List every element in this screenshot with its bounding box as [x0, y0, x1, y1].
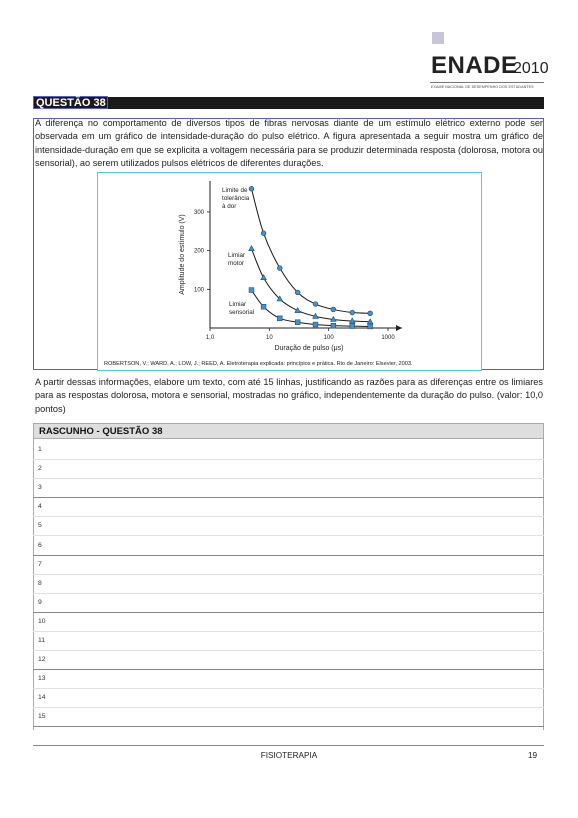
y-tick-label: 200: [194, 249, 205, 255]
y-axis-label: Amplitude do estímulo (V): [179, 214, 186, 295]
page-number: 19: [528, 751, 538, 760]
data-point-circle: [248, 186, 255, 192]
data-point-circle: [349, 309, 355, 316]
pain-threshold-label: tolerância: [222, 195, 250, 202]
draft-line-rule: [33, 516, 544, 518]
data-point-circle: [277, 265, 283, 271]
figure-caption: ROBERTSON, V.; WARD, A.; LOW, J.; REED, …: [104, 361, 413, 367]
footer-divider: [33, 745, 544, 746]
draft-line-rule: [33, 707, 544, 709]
pain-threshold-label: Limite de: [222, 187, 248, 194]
sensory-threshold-label: Limiar: [229, 301, 246, 308]
logo-year: 2010: [513, 60, 549, 77]
draft-line-number: 8: [38, 579, 42, 587]
draft-line-number: 7: [38, 560, 42, 568]
draft-line-number: 13: [38, 675, 46, 683]
footer-course: FISIOTERAPIA: [260, 751, 318, 760]
x-tick-label: 10: [266, 335, 273, 341]
x-tick-label: 1000: [381, 335, 395, 341]
draft-line-number: 3: [38, 484, 42, 492]
data-point-square: [367, 323, 373, 330]
data-point-square: [312, 321, 319, 328]
draft-line-rule: [33, 650, 544, 651]
draft-line-number: 6: [38, 541, 42, 549]
data-point-triangle: [348, 317, 356, 324]
draft-line-number: 2: [38, 465, 42, 473]
draft-area: [33, 423, 544, 730]
draft-line-number: 1: [38, 446, 42, 453]
data-point-triangle: [260, 274, 267, 281]
draft-line-number: 15: [38, 713, 46, 721]
x-axis-label: Duração de pulso (μs): [274, 345, 343, 352]
draft-line-rule: [33, 554, 544, 556]
draft-line-rule: [33, 535, 544, 537]
draft-line-rule: [33, 669, 544, 671]
motor-threshold-label: Limiar: [228, 252, 245, 259]
draft-line-rule: [33, 630, 544, 632]
data-point-circle: [294, 289, 301, 296]
data-point-triangle: [330, 315, 337, 322]
figure-frame: 100 200 300 1,0 10 100 1000 Duração de pulso (μ…: [97, 172, 482, 371]
draft-line-rule: [33, 478, 544, 480]
data-point-triangle: [248, 245, 255, 251]
logo-tagline: EXAME NACIONAL DE DESEMPENHO DOS ESTUDAN…: [431, 85, 534, 89]
draft-line-rule: [33, 726, 544, 728]
strength-duration-chart: 100 200 300 1,0 10 100 1000 Duração de pulso (μ…: [179, 181, 402, 352]
draft-line-number: 10: [38, 617, 46, 625]
data-point-circle: [312, 301, 319, 307]
x-tick-label: 1,0: [206, 335, 215, 341]
draft-line-rule: [33, 611, 544, 613]
data-point-square: [294, 319, 301, 325]
draft-line-rule: [33, 573, 544, 575]
draft-title: RASCUNHO - QUESTÃO 38: [33, 423, 544, 439]
question-prompt-text: A partir dessas informações, elabore um …: [35, 377, 543, 414]
data-point-square: [330, 322, 337, 329]
draft-line-rule: [33, 459, 544, 460]
motor-threshold-label: motor: [228, 260, 244, 267]
draft-line-number: 4: [38, 503, 42, 511]
y-tick-label: 100: [194, 287, 205, 293]
question-label: QUESTÃO 38: [33, 96, 108, 109]
draft-line-number: 11: [38, 637, 46, 644]
draft-line-number: 12: [38, 656, 46, 664]
data-point-square: [349, 323, 355, 329]
y-tick-label: 300: [194, 210, 205, 216]
draft-line-rule: [33, 497, 544, 499]
pain-threshold-label: à dor: [222, 203, 236, 210]
draft-line-number: 14: [38, 694, 46, 702]
x-tick-label: 100: [324, 335, 335, 341]
draft-line-number: 5: [38, 522, 42, 530]
draft-line-number: 9: [38, 598, 42, 606]
series-line: [250, 188, 371, 314]
data-point-circle: [330, 306, 337, 313]
logo-divider: [430, 82, 544, 83]
draft-line-rule: [33, 688, 544, 690]
sensory-threshold-label: sensorial: [229, 309, 254, 316]
question-header-bar: [33, 97, 544, 109]
data-point-square: [248, 287, 255, 293]
data-point-triangle: [294, 306, 301, 313]
data-point-triangle: [276, 295, 284, 302]
x-axis-arrow: [396, 325, 402, 331]
draft-line-rule: [33, 592, 544, 594]
data-point-circle: [367, 310, 373, 317]
data-point-square: [277, 315, 283, 322]
question-intro-text: A diferença no comportamento de diversos…: [35, 118, 543, 169]
data-point-triangle: [312, 312, 319, 319]
data-point-square: [260, 304, 267, 310]
data-point-circle: [260, 230, 267, 236]
enade-logo: ENADE: [431, 52, 518, 79]
logo-square-mark: [432, 32, 444, 44]
